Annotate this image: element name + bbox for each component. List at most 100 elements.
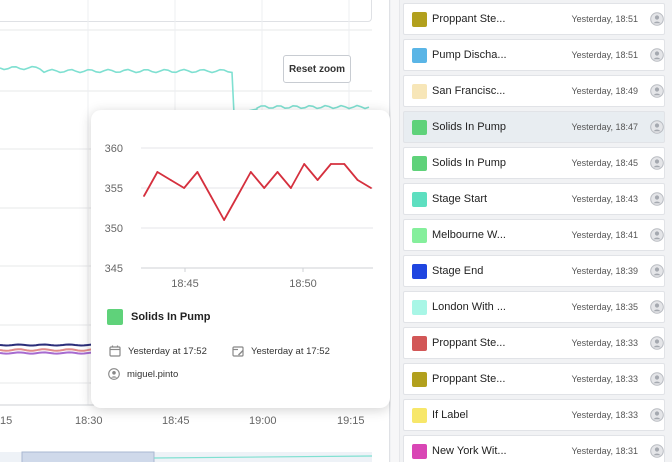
color-swatch — [412, 227, 427, 243]
edit-calendar-icon — [232, 346, 244, 357]
popover-y-tick: 345 — [105, 263, 123, 275]
popover-data-point — [169, 179, 172, 181]
list-item[interactable]: Solids In Pump Yesterday, 18:45 — [403, 147, 665, 179]
popover-data-point — [343, 163, 346, 165]
popover-data-point — [330, 163, 332, 165]
created-info: Yesterday at 17:52 — [109, 345, 207, 357]
color-swatch — [412, 47, 427, 63]
popover-chart: 360 355 350 345 18:45 18:50 — [105, 143, 373, 290]
item-label: Solids In Pump — [432, 157, 506, 169]
x-tick-label: 19:15 — [337, 415, 365, 427]
created-date: Yesterday at 17:52 — [128, 345, 207, 357]
chart-header-box — [0, 0, 372, 22]
item-time: Yesterday, 18:47 — [571, 122, 638, 132]
navigator-selection — [21, 451, 155, 462]
item-time: Yesterday, 18:41 — [571, 230, 638, 240]
color-swatch — [412, 443, 427, 459]
item-label: Proppant Ste... — [432, 337, 506, 349]
color-swatch — [412, 155, 427, 171]
series-line — [0, 348, 100, 352]
item-label: Stage Start — [432, 193, 488, 205]
item-label: New York Wit... — [432, 445, 507, 457]
item-time: Yesterday, 18:49 — [571, 86, 638, 96]
list-item[interactable]: New York Wit... Yesterday, 18:31 — [403, 435, 665, 462]
user-avatar-icon — [650, 444, 664, 458]
list-item[interactable]: Pump Discha... Yesterday, 18:51 — [403, 39, 665, 71]
edited-date: Yesterday at 17:52 — [251, 345, 330, 357]
popover-x-tick: 18:45 — [171, 278, 199, 290]
color-swatch — [412, 299, 427, 315]
annotation-list[interactable]: Proppant Ste... Yesterday, 18:51 Pump Disc… — [391, 0, 672, 462]
popover-data-point — [303, 163, 306, 165]
author-name: miguel.pinto — [127, 368, 179, 380]
popover-data-point — [183, 187, 185, 189]
color-swatch — [412, 191, 427, 207]
user-avatar-icon — [650, 228, 664, 242]
popover-y-tick: 360 — [105, 143, 123, 155]
user-avatar-icon — [650, 264, 664, 278]
series-line — [0, 65, 370, 115]
list-item[interactable]: Proppant Ste... Yesterday, 18:33 — [403, 327, 665, 359]
popover-data-point — [370, 187, 372, 189]
list-item[interactable]: San Francisc... Yesterday, 18:49 — [403, 75, 665, 107]
color-swatch — [412, 83, 427, 99]
series-color-swatch — [107, 309, 123, 325]
color-swatch — [412, 119, 427, 135]
item-time: Yesterday, 18:33 — [571, 338, 638, 348]
user-avatar-icon — [650, 300, 664, 314]
popover-data-point — [236, 195, 239, 197]
edited-info: Yesterday at 17:52 — [232, 345, 330, 357]
user-avatar-icon — [650, 156, 664, 170]
list-item[interactable]: Melbourne W... Yesterday, 18:41 — [403, 219, 665, 251]
popover-data-point — [156, 171, 159, 173]
navigator — [0, 452, 372, 462]
reset-zoom-button[interactable]: Reset zoom — [283, 55, 351, 83]
popover-data-point — [249, 171, 252, 173]
user-icon — [108, 368, 120, 380]
series-label: Solids In Pump — [131, 311, 211, 323]
list-item[interactable]: Solids In Pump Yesterday, 18:47 — [403, 111, 665, 143]
item-label: Pump Discha... — [432, 49, 507, 61]
item-time: Yesterday, 18:45 — [571, 158, 638, 168]
color-swatch — [412, 11, 427, 27]
list-item[interactable]: Stage End Yesterday, 18:39 — [403, 255, 665, 287]
user-avatar-icon — [650, 192, 664, 206]
color-swatch — [412, 371, 427, 387]
item-label: London With ... — [432, 301, 506, 313]
popover-y-tick: 355 — [105, 183, 123, 195]
popover-y-tick: 350 — [105, 223, 123, 235]
item-time: Yesterday, 18:31 — [571, 446, 638, 456]
item-label: Proppant Ste... — [432, 373, 506, 385]
scrollbar[interactable] — [391, 0, 400, 462]
x-tick-label: 18:45 — [162, 415, 190, 427]
popover-data-point — [263, 187, 266, 189]
popover-data-point — [316, 179, 319, 181]
list-item[interactable]: Proppant Ste... Yesterday, 18:33 — [403, 363, 665, 395]
item-label: Stage End — [432, 265, 484, 277]
series-line — [0, 351, 100, 355]
x-tick-label: 18:30 — [75, 415, 103, 427]
color-swatch — [412, 407, 427, 423]
annotation-popover: 360 355 350 345 18:45 18:50 Solids In Pump Ye… — [91, 110, 390, 408]
list-item[interactable]: Stage Start Yesterday, 18:43 — [403, 183, 665, 215]
x-tick-label: 15 — [0, 415, 13, 427]
series-line — [0, 343, 100, 347]
item-time: Yesterday, 18:35 — [571, 302, 638, 312]
popover-series: Solids In Pump — [107, 309, 210, 325]
popover-data-point — [356, 179, 359, 181]
user-avatar-icon — [650, 372, 664, 386]
list-item[interactable]: Proppant Ste... Yesterday, 18:51 — [403, 3, 665, 35]
item-time: Yesterday, 18:51 — [571, 14, 638, 24]
item-label: Proppant Ste... — [432, 13, 506, 25]
list-item[interactable]: If Label Yesterday, 18:33 — [403, 399, 665, 431]
popover-data-point — [143, 195, 145, 197]
popover-x-tick: 18:50 — [289, 278, 317, 290]
user-avatar-icon — [650, 336, 664, 350]
list-item[interactable]: London With ... Yesterday, 18:35 — [403, 291, 665, 323]
popover-data-point — [223, 219, 226, 221]
user-avatar-icon — [650, 120, 664, 134]
popover-series-line — [143, 163, 372, 221]
item-time: Yesterday, 18:43 — [571, 194, 638, 204]
item-label: Solids In Pump — [432, 121, 506, 133]
